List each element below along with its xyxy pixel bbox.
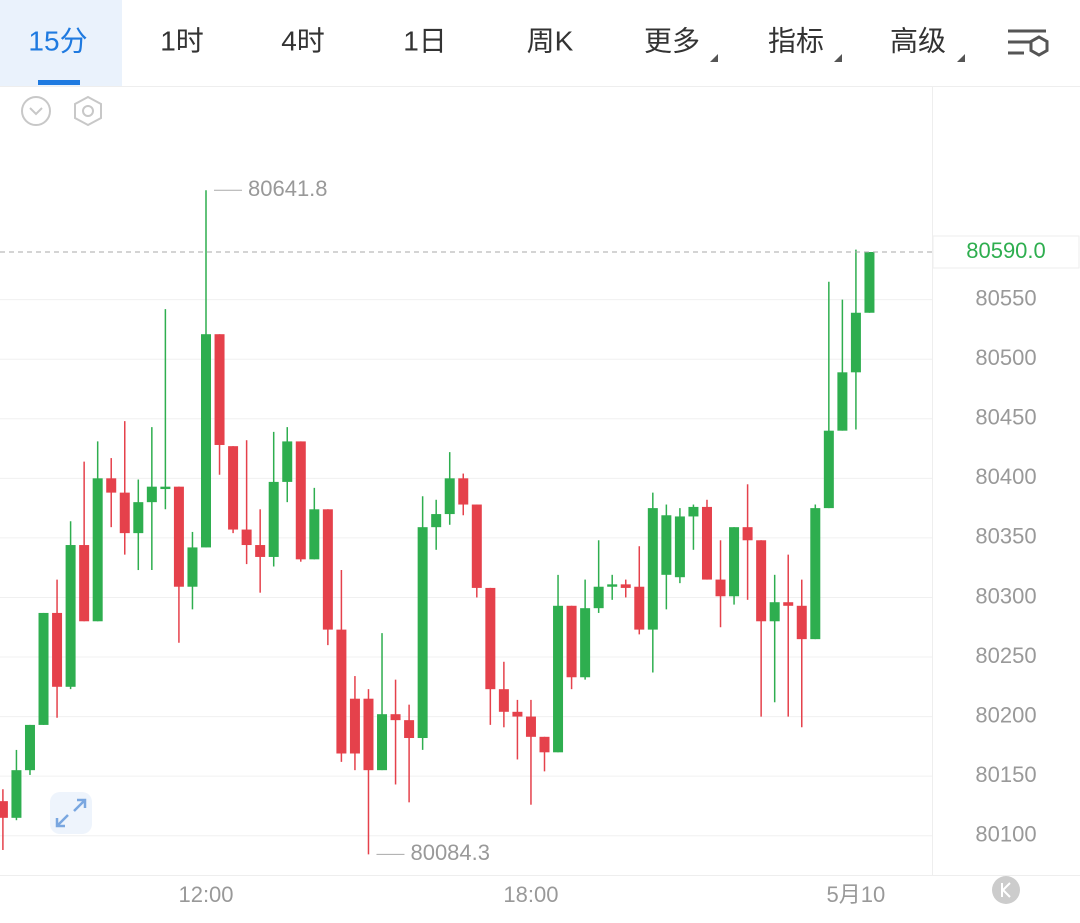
candle-body bbox=[783, 602, 794, 606]
candle-body bbox=[201, 334, 211, 548]
candle-body bbox=[255, 545, 266, 557]
tab[interactable]: 1时 bbox=[160, 25, 204, 56]
active-tab-bg bbox=[0, 0, 122, 86]
candle-body bbox=[729, 527, 740, 597]
candle-body bbox=[485, 587, 496, 690]
candle-body bbox=[864, 252, 875, 313]
k-button[interactable] bbox=[992, 876, 1020, 904]
candle-body bbox=[0, 801, 8, 818]
candle-body bbox=[647, 508, 658, 630]
last-price-label: 80590.0 bbox=[966, 238, 1046, 263]
last-price-box bbox=[932, 235, 1080, 269]
x-tick-label: 18:00 bbox=[503, 882, 558, 907]
candle-body bbox=[742, 527, 753, 541]
candle-body bbox=[160, 486, 171, 490]
candle-body bbox=[810, 508, 821, 640]
candle-body bbox=[404, 720, 415, 739]
candle-body bbox=[390, 714, 401, 721]
y-tick-label: 80150 bbox=[975, 762, 1036, 787]
y-tick-label: 80350 bbox=[975, 524, 1036, 549]
x-tick-label: 5月10 bbox=[827, 882, 886, 907]
candle-body bbox=[24, 724, 35, 771]
y-tick-label: 80300 bbox=[975, 583, 1036, 608]
tab[interactable]: 15分 bbox=[28, 25, 87, 56]
candle-body bbox=[823, 430, 834, 509]
candle-body bbox=[688, 506, 699, 517]
candle-body bbox=[566, 605, 577, 678]
candle-body bbox=[580, 608, 591, 678]
candle-body bbox=[796, 605, 807, 640]
candle-body bbox=[769, 602, 780, 622]
candle-body bbox=[417, 527, 428, 739]
candle-body bbox=[471, 504, 482, 588]
settings-icon[interactable] bbox=[1008, 29, 1049, 57]
candle-body bbox=[458, 478, 469, 505]
candle-body bbox=[756, 540, 767, 622]
candle-body bbox=[661, 515, 672, 575]
y-tick-label: 80550 bbox=[975, 285, 1036, 310]
candle-body bbox=[173, 486, 184, 587]
candle-body bbox=[322, 509, 333, 630]
candle-body bbox=[336, 629, 347, 754]
y-tick-label: 80500 bbox=[975, 345, 1036, 370]
candle-body bbox=[553, 605, 564, 753]
candle-body bbox=[444, 478, 455, 515]
candle-body bbox=[607, 584, 618, 587]
extreme-label: 80084.3 bbox=[410, 840, 490, 865]
candle-body bbox=[11, 770, 22, 818]
tab[interactable]: 指标 bbox=[768, 25, 824, 56]
candle-body bbox=[214, 334, 225, 445]
candle-body bbox=[539, 736, 550, 753]
candle-body bbox=[701, 506, 712, 580]
candle-body bbox=[620, 584, 631, 588]
tab[interactable]: 高级 bbox=[890, 25, 946, 56]
candle-body bbox=[52, 612, 63, 687]
tab[interactable]: 周K bbox=[527, 25, 574, 56]
y-tick-label: 80400 bbox=[975, 464, 1036, 489]
chart-tools[interactable] bbox=[21, 95, 102, 127]
candle-body bbox=[431, 514, 442, 528]
candle-body bbox=[106, 478, 117, 493]
candle-body bbox=[349, 698, 360, 754]
tab-arrows bbox=[710, 54, 965, 62]
candle-body bbox=[282, 441, 293, 482]
candle-body bbox=[512, 711, 523, 717]
candle-body bbox=[228, 446, 239, 530]
candle-body bbox=[850, 312, 861, 373]
candle-body bbox=[715, 579, 726, 597]
x-tick-label: 12:00 bbox=[178, 882, 233, 907]
candle-body bbox=[187, 547, 198, 587]
candle-body bbox=[634, 586, 645, 630]
candle-body bbox=[268, 481, 279, 557]
candle-body bbox=[92, 478, 103, 622]
candle-body bbox=[363, 698, 374, 771]
candle-body bbox=[133, 502, 144, 534]
candle-body bbox=[525, 716, 536, 737]
candle-body bbox=[65, 545, 76, 687]
tab[interactable]: 更多 bbox=[644, 25, 700, 56]
extreme-label: 80641.8 bbox=[248, 176, 328, 201]
candle-body bbox=[837, 372, 848, 431]
candle-body bbox=[295, 441, 306, 560]
y-tick-label: 80200 bbox=[975, 702, 1036, 727]
active-tab-underline bbox=[38, 80, 80, 85]
y-tick-label: 80450 bbox=[975, 405, 1036, 430]
y-tick-label: 80100 bbox=[975, 822, 1036, 847]
y-tick-label: 80250 bbox=[975, 643, 1036, 668]
tab[interactable]: 4时 bbox=[281, 25, 325, 56]
candle-body bbox=[674, 516, 685, 578]
candle-body bbox=[498, 689, 509, 712]
candle-body bbox=[593, 586, 604, 609]
tab[interactable]: 1日 bbox=[403, 25, 447, 56]
candle-body bbox=[241, 529, 252, 546]
candle-body bbox=[79, 545, 90, 622]
candle-body bbox=[38, 612, 49, 725]
candle-body bbox=[119, 492, 130, 534]
candle-body bbox=[377, 714, 388, 771]
expand-button[interactable] bbox=[50, 792, 92, 834]
candle-body bbox=[146, 486, 157, 503]
candle-body bbox=[309, 509, 320, 560]
